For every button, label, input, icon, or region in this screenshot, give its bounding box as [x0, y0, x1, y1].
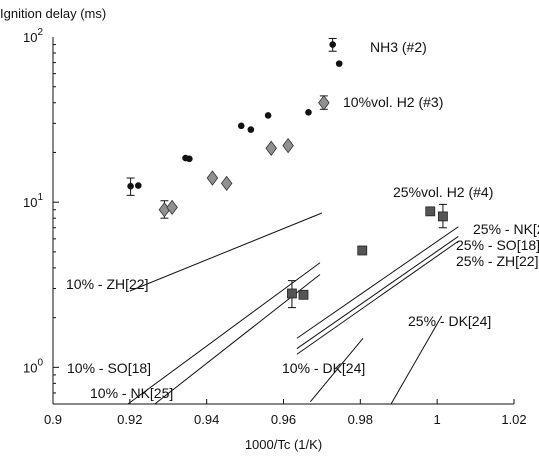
point-square-0 [287, 288, 297, 299]
model-line-1 [127, 262, 321, 405]
model-line-0 [129, 212, 323, 292]
point-diamond-6 [318, 95, 330, 111]
label-nh3: NH3 (#2) [370, 39, 427, 55]
x-axis-title: 1000/Tc (1/K) [245, 437, 322, 452]
point-diamond-1 [166, 199, 178, 216]
model-line-7 [390, 315, 443, 405]
point-diamond-4 [265, 140, 277, 156]
point-circle-8 [335, 60, 343, 67]
x-tick-label: 0.92 [117, 412, 142, 427]
y-tick-label: 102 [23, 27, 43, 45]
label-10-nk: 10% - NK[25] [90, 385, 173, 401]
point-circle-9 [329, 41, 336, 48]
point-circle-4 [237, 122, 245, 130]
y-axis-title: Ignition delay (ms) [0, 6, 106, 21]
point-diamond-5 [282, 137, 294, 154]
model-line-3 [310, 337, 364, 402]
x-ticks: 0.9 0.92 0.94 0.96 0.98 1 1.02 [44, 399, 527, 427]
model-line-6 [296, 240, 459, 355]
point-square-3 [425, 206, 436, 217]
point-diamond-2 [206, 170, 219, 186]
point-diamond-3 [220, 175, 233, 192]
point-circle-7 [305, 109, 312, 116]
y-ticks: 100 101 102 [23, 27, 59, 405]
point-square-4 [438, 211, 448, 222]
point-circle-5 [247, 126, 255, 133]
label-10-zh: 10% - ZH[22] [66, 276, 148, 292]
point-square-2 [357, 245, 368, 256]
x-tick-label: 1 [434, 412, 441, 427]
model-lines [127, 212, 459, 405]
label-25-so: 25% - SO[18] [456, 237, 539, 253]
x-tick-label: 1.02 [501, 412, 526, 427]
x-tick-label: 0.98 [348, 412, 373, 427]
label-25-nk: 25% - NK[25] [473, 221, 539, 237]
label-10-dk: 10% - DK[24] [282, 360, 365, 376]
data-points [126, 37, 448, 309]
point-diamond-0 [158, 202, 171, 218]
point-circle-0 [127, 182, 134, 190]
label-25-zh: 25% - ZH[22] [456, 253, 538, 269]
label-10-so: 10% - SO[18] [67, 360, 151, 376]
label-h2-25: 25%vol. H2 (#4) [393, 184, 493, 200]
annotation-labels: NH3 (#2) 10%vol. H2 (#3) 25%vol. H2 (#4)… [66, 39, 539, 401]
y-tick-label: 101 [23, 192, 43, 210]
label-h2-10: 10%vol. H2 (#3) [343, 94, 443, 110]
model-line-4 [296, 226, 459, 339]
x-tick-label: 0.96 [271, 412, 296, 427]
x-tick-label: 0.94 [194, 412, 219, 427]
point-circle-3 [186, 155, 193, 163]
x-tick-label: 0.9 [44, 412, 62, 427]
label-25-dk: 25% - DK[24] [408, 313, 491, 329]
y-tick-label: 100 [23, 357, 43, 375]
model-line-5 [296, 236, 459, 349]
point-circle-1 [134, 182, 142, 189]
point-square-1 [298, 289, 309, 300]
point-circle-6 [264, 112, 272, 119]
